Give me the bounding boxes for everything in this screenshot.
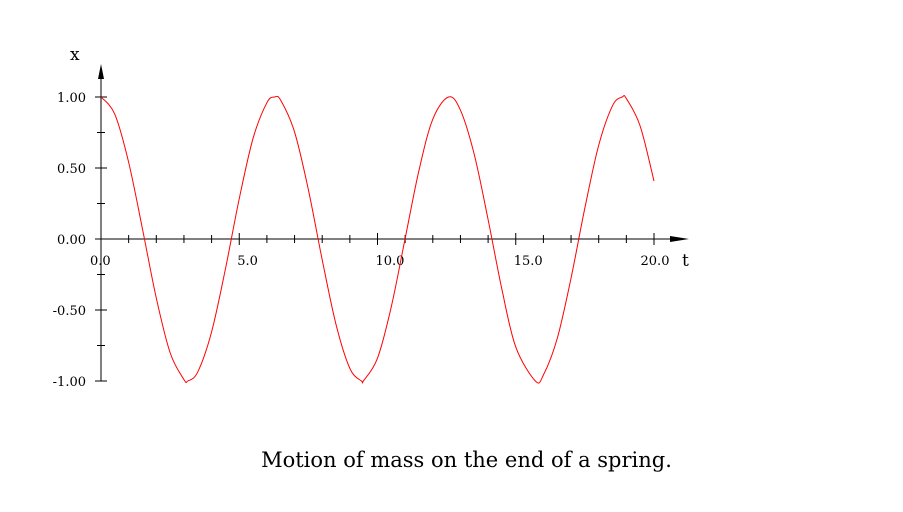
x-tick-label: 15.0 — [514, 254, 543, 269]
y-tick-label: 1.00 — [57, 91, 86, 106]
x-tick-label: 0.0 — [90, 254, 111, 269]
x-tick-label: 5.0 — [237, 254, 258, 269]
series-line — [100, 95, 655, 384]
tick-labels: 0.0 5.0 10.0 15.0 20.0 1.00 0.50 0.00 -0.50 -1.00 — [53, 91, 670, 390]
y-tick-label: 0.50 — [57, 162, 86, 177]
y-tick-label: -1.00 — [53, 375, 86, 390]
x-tick-label: 20.0 — [641, 254, 670, 269]
x-tick-label: 10.0 — [376, 254, 405, 269]
y-tick-label: 0.00 — [57, 233, 86, 248]
chart-caption: Motion of mass on the end of a spring. — [261, 448, 672, 472]
y-tick-label: -0.50 — [53, 304, 86, 319]
y-axis-label: x — [70, 45, 80, 65]
y-axis-arrow — [98, 64, 104, 79]
axes — [98, 64, 689, 381]
x-axis-label: t — [682, 251, 689, 271]
chart: 0.0 5.0 10.0 15.0 20.0 1.00 0.50 0.00 -0.50 -1.00… — [53, 45, 689, 390]
x-axis-arrow — [670, 236, 689, 242]
